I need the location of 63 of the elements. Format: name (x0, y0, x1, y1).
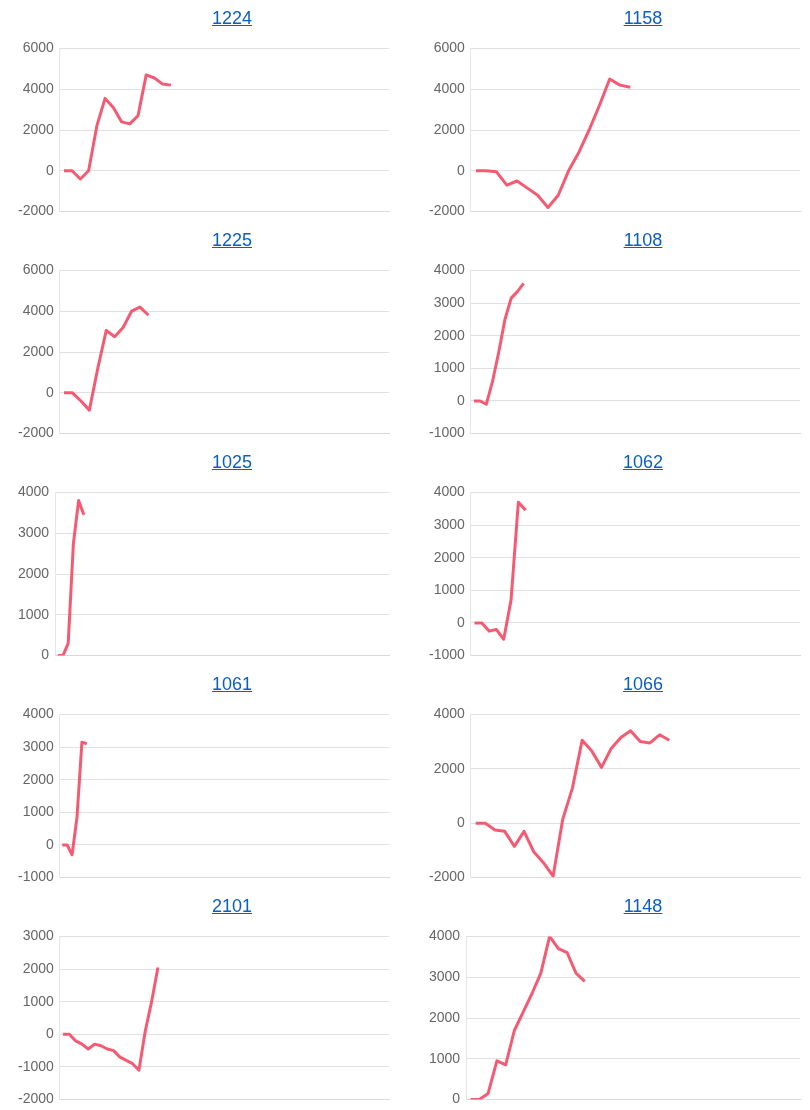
y-tick-label: 0 (46, 161, 55, 178)
y-tick-label: 4000 (433, 483, 466, 500)
y-tick-label: 4000 (433, 261, 466, 278)
y-tick-label: 3000 (17, 524, 50, 541)
y-tick-label: 6000 (22, 39, 55, 56)
y-tick-label: 3000 (428, 968, 461, 985)
y-tick-label: -2000 (17, 1090, 55, 1107)
y-tick-label: 2000 (22, 120, 55, 137)
y-tick-label: -1000 (428, 646, 466, 663)
y-tick-label: 1000 (22, 992, 55, 1009)
y-tick-label: 0 (457, 161, 466, 178)
y-tick-label: 4000 (17, 483, 50, 500)
y-tick-label: 1000 (17, 605, 50, 622)
y-tick-label: -1000 (17, 1057, 55, 1074)
y-tick-label: -2000 (17, 202, 55, 219)
y-tick-label: 3000 (433, 515, 466, 532)
y-tick-label: 2000 (428, 1008, 461, 1025)
y-tick-label: 0 (452, 1090, 461, 1107)
y-tick-label: 4000 (22, 302, 55, 319)
y-tick-label: 2000 (17, 564, 50, 581)
y-tick-label: 1000 (428, 1049, 461, 1066)
chart-title: 1061 (210, 674, 253, 696)
y-tick-label: -1000 (17, 868, 55, 885)
y-tick-label: 0 (46, 1025, 55, 1042)
y-tick-label: 2000 (22, 342, 55, 359)
y-tick-label: -1000 (428, 424, 466, 441)
chart-title: 2101 (210, 896, 253, 918)
y-tick-label: 0 (46, 835, 55, 852)
y-tick-label: 4000 (22, 705, 55, 722)
y-tick-label: 0 (457, 391, 466, 408)
y-tick-label: 2000 (433, 759, 466, 776)
y-tick-label: 2000 (22, 959, 55, 976)
y-tick-label: -2000 (428, 868, 466, 885)
y-tick-label: 0 (457, 613, 466, 630)
y-tick-label: -2000 (17, 424, 55, 441)
chart-title: 1108 (622, 230, 664, 252)
y-tick-label: 2000 (433, 120, 466, 137)
y-tick-label: 3000 (22, 927, 55, 944)
chart-title: 1066 (621, 674, 664, 696)
y-tick-label: 4000 (22, 80, 55, 97)
y-tick-label: 3000 (22, 737, 55, 754)
y-tick-label: 4000 (428, 927, 461, 944)
y-tick-label: 0 (41, 646, 50, 663)
chart-title: 1148 (622, 896, 664, 918)
y-tick-label: 1000 (433, 581, 466, 598)
y-tick-label: 0 (46, 383, 55, 400)
chart-title: 1025 (210, 452, 253, 474)
y-tick-label: 1000 (22, 803, 55, 820)
chart-title: 1158 (622, 8, 664, 30)
y-tick-label: -2000 (428, 202, 466, 219)
y-tick-label: 0 (457, 814, 466, 831)
chart-title: 1225 (210, 230, 253, 252)
y-tick-label: 1000 (433, 359, 466, 376)
y-tick-label: 3000 (433, 293, 466, 310)
chart-title: 1224 (210, 8, 253, 30)
y-tick-label: 2000 (433, 548, 466, 565)
y-tick-label: 4000 (433, 705, 466, 722)
y-tick-label: 2000 (433, 326, 466, 343)
y-tick-label: 6000 (433, 39, 466, 56)
y-tick-label: 2000 (22, 770, 55, 787)
y-tick-label: 6000 (22, 261, 55, 278)
chart-title: 1062 (621, 452, 664, 474)
y-tick-label: 4000 (433, 80, 466, 97)
